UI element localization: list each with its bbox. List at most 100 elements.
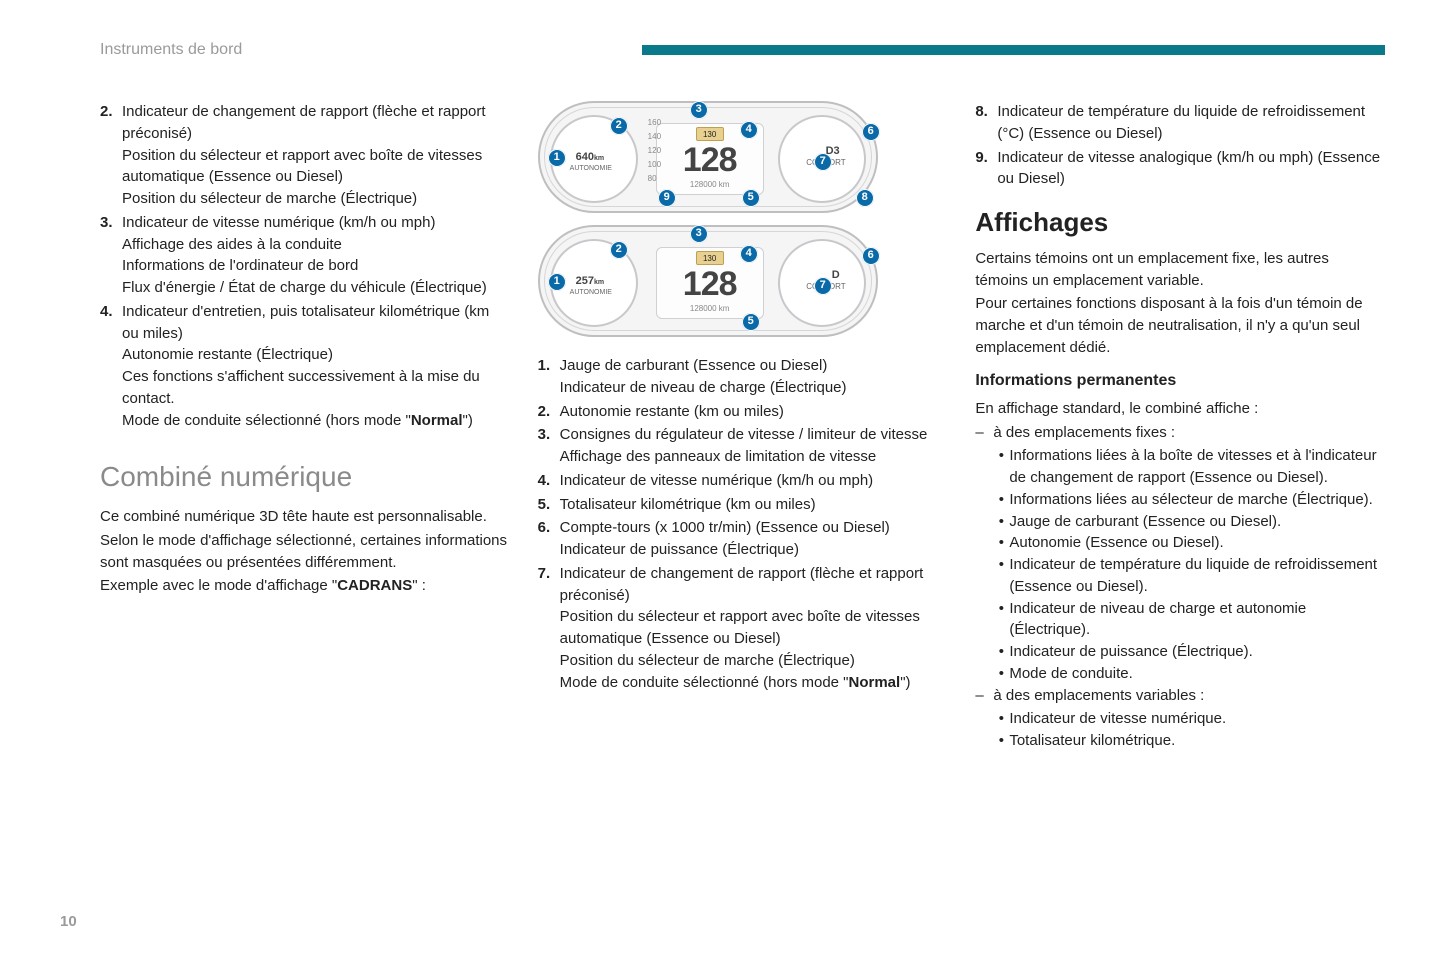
lcd-speed: 128 bbox=[683, 267, 737, 301]
item-number: 2. bbox=[538, 401, 560, 423]
gauge-left-unit: km bbox=[594, 155, 604, 162]
bullet-item: Autonomie (Essence ou Diesel). bbox=[993, 532, 1385, 554]
column-right: 8.Indicateur de température du liquide d… bbox=[975, 101, 1385, 752]
item-body: Jauge de carburant (Essence ou Diesel)In… bbox=[560, 355, 948, 399]
item-line: Indicateur de vitesse numérique (km/h ou… bbox=[560, 470, 948, 492]
list-item: 1.Jauge de carburant (Essence ou Diesel)… bbox=[538, 355, 948, 399]
bullet-item: Jauge de carburant (Essence ou Diesel). bbox=[993, 511, 1385, 533]
item-number: 4. bbox=[538, 470, 560, 492]
item-body: Indicateur de vitesse numérique (km/h ou… bbox=[122, 212, 510, 299]
bullet-text: Mode de conduite. bbox=[1009, 663, 1385, 685]
item-line: Indicateur de puissance (Électrique) bbox=[560, 539, 948, 561]
paragraph: Ce combiné numérique 3D tête haute est p… bbox=[100, 506, 510, 528]
bullet-item: Indicateur de vitesse numérique. bbox=[993, 708, 1385, 730]
cluster-diagrams: 640km AUTONOMIE 130 128 128000 km D3 CON… bbox=[538, 101, 948, 337]
content-columns: 2. Indicateur de changement de rapport (f… bbox=[100, 101, 1385, 752]
callout-3: 3 bbox=[690, 225, 708, 243]
gauge-left-value: 257 bbox=[576, 275, 594, 287]
item-body: Indicateur de changement de rapport (flè… bbox=[560, 563, 948, 694]
item-line: Indicateur de niveau de charge (Électriq… bbox=[560, 377, 948, 399]
gauge-left-unit: km bbox=[594, 279, 604, 286]
list-item: 2.Indicateur de changement de rapport (f… bbox=[100, 101, 510, 210]
instrument-cluster-bottom: 257km AUTONOMIE 130 128 128000 km D CONF… bbox=[538, 225, 878, 337]
lcd-chip: 130 bbox=[696, 127, 724, 141]
callout-3: 3 bbox=[690, 101, 708, 119]
item-line: Ces fonctions s'affichent successivement… bbox=[122, 366, 510, 410]
gauge-right-value: D bbox=[832, 269, 840, 281]
item-number: 9. bbox=[975, 147, 997, 191]
paragraph: Selon le mode d'affichage sélectionné, c… bbox=[100, 530, 510, 574]
item-number: 8. bbox=[975, 101, 997, 145]
list-item: 4.Indicateur d'entretien, puis totalisat… bbox=[100, 301, 510, 432]
sub-title-permanent: Informations permanentes bbox=[975, 369, 1385, 392]
item-body: Autonomie restante (km ou miles) bbox=[560, 401, 948, 423]
item-line: Consignes du régulateur de vitesse / lim… bbox=[560, 424, 948, 446]
list-item: 9.Indicateur de vitesse analogique (km/h… bbox=[975, 147, 1385, 191]
variable-bullet-list: Indicateur de vitesse numérique.Totalisa… bbox=[993, 708, 1385, 752]
callout-5: 5 bbox=[742, 189, 760, 207]
speed-tick: 80 bbox=[648, 173, 657, 185]
item-line: Position du sélecteur et rapport avec bo… bbox=[122, 145, 510, 189]
item-line: Indicateur de changement de rapport (flè… bbox=[560, 563, 948, 607]
fixed-label: à des emplacements fixes : bbox=[993, 424, 1175, 441]
gauge-left-label: AUTONOMIE bbox=[570, 165, 612, 173]
left-numbered-list: 2.Indicateur de changement de rapport (f… bbox=[100, 101, 510, 431]
variable-label: à des emplacements variables : bbox=[993, 687, 1204, 704]
affichages-paragraphs: Certains témoins ont un emplacement fixe… bbox=[975, 248, 1385, 359]
item-line: Position du sélecteur et rapport avec bo… bbox=[560, 606, 948, 650]
bullet-text: Totalisateur kilométrique. bbox=[1009, 730, 1385, 752]
bullet-text: Jauge de carburant (Essence ou Diesel). bbox=[1009, 511, 1385, 533]
callout-5: 5 bbox=[742, 313, 760, 331]
list-item: 3.Consignes du régulateur de vitesse / l… bbox=[538, 424, 948, 468]
lcd-odometer: 128000 km bbox=[690, 303, 730, 315]
list-item: 8.Indicateur de température du liquide d… bbox=[975, 101, 1385, 145]
item-body: Totalisateur kilométrique (km ou miles) bbox=[560, 494, 948, 516]
callout-2: 2 bbox=[610, 117, 628, 135]
item-line: Autonomie restante (km ou miles) bbox=[560, 401, 948, 423]
list-item: 3.Indicateur de vitesse numérique (km/h … bbox=[100, 212, 510, 299]
item-line: Indicateur d'entretien, puis totalisateu… bbox=[122, 301, 510, 345]
callout-6: 6 bbox=[862, 123, 880, 141]
list-item: 4.Indicateur de vitesse numérique (km/h … bbox=[538, 470, 948, 492]
header-bar bbox=[642, 45, 1385, 55]
item-line: Mode de conduite sélectionné (hors mode … bbox=[560, 672, 948, 694]
item-body: Indicateur d'entretien, puis totalisateu… bbox=[122, 301, 510, 432]
bullet-text: Indicateur de vitesse numérique. bbox=[1009, 708, 1385, 730]
lcd-speed: 128 bbox=[683, 143, 737, 177]
section-paragraphs: Ce combiné numérique 3D tête haute est p… bbox=[100, 506, 510, 597]
section-title-combine: Combiné numérique bbox=[100, 457, 510, 498]
item-body: Indicateur de température du liquide de … bbox=[997, 101, 1385, 145]
item-number: 7. bbox=[538, 563, 560, 694]
speed-tick: 100 bbox=[648, 159, 661, 171]
page-number: 10 bbox=[60, 911, 77, 933]
callout-4: 4 bbox=[740, 245, 758, 263]
gauge-left-value: 640 bbox=[576, 151, 594, 163]
item-line: Compte-tours (x 1000 tr/min) (Essence ou… bbox=[560, 517, 948, 539]
item-body: Indicateur de vitesse numérique (km/h ou… bbox=[560, 470, 948, 492]
dash-item-variable: à des emplacements variables : Indicateu… bbox=[975, 685, 1385, 752]
item-body: Compte-tours (x 1000 tr/min) (Essence ou… bbox=[560, 517, 948, 561]
item-line: Flux d'énergie / État de charge du véhic… bbox=[122, 277, 510, 299]
item-number: 6. bbox=[538, 517, 560, 561]
list-item: 6.Compte-tours (x 1000 tr/min) (Essence … bbox=[538, 517, 948, 561]
speed-tick: 160 bbox=[648, 117, 661, 129]
list-item: 2.Autonomie restante (km ou miles) bbox=[538, 401, 948, 423]
callout-4: 4 bbox=[740, 121, 758, 139]
item-number: 5. bbox=[538, 494, 560, 516]
page-header: Instruments de bord bbox=[100, 38, 1385, 61]
item-number: 3. bbox=[100, 212, 122, 299]
item-line: Affichage des panneaux de limitation de … bbox=[560, 446, 948, 468]
item-line: Position du sélecteur de marche (Électri… bbox=[560, 650, 948, 672]
bullet-text: Indicateur de puissance (Électrique). bbox=[1009, 641, 1385, 663]
bullet-text: Indicateur de niveau de charge et autono… bbox=[1009, 598, 1385, 642]
item-line: Indicateur de vitesse numérique (km/h ou… bbox=[122, 212, 510, 234]
lcd-odometer: 128000 km bbox=[690, 179, 730, 191]
paragraph: Pour certaines fonctions disposant à la … bbox=[975, 293, 1385, 358]
dash-item-fixed: à des emplacements fixes : Informations … bbox=[975, 422, 1385, 685]
column-left: 2.Indicateur de changement de rapport (f… bbox=[100, 101, 510, 752]
middle-numbered-list: 1.Jauge de carburant (Essence ou Diesel)… bbox=[538, 355, 948, 693]
bullet-item: Informations liées au sélecteur de march… bbox=[993, 489, 1385, 511]
dash-list: à des emplacements fixes : Informations … bbox=[975, 422, 1385, 752]
callout-8: 8 bbox=[856, 189, 874, 207]
callout-1: 1 bbox=[548, 149, 566, 167]
